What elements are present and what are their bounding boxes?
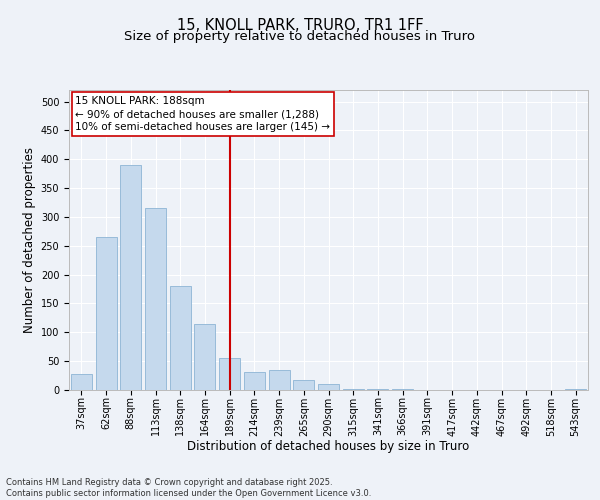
Bar	[293, 380, 314, 390]
Bar	[95, 237, 116, 390]
Bar	[170, 286, 191, 390]
Bar	[318, 384, 339, 390]
Bar	[343, 389, 364, 390]
Bar	[244, 372, 265, 390]
Bar	[145, 208, 166, 390]
Bar	[71, 374, 92, 390]
X-axis label: Distribution of detached houses by size in Truro: Distribution of detached houses by size …	[187, 440, 470, 453]
Bar	[120, 165, 141, 390]
Text: 15 KNOLL PARK: 188sqm
← 90% of detached houses are smaller (1,288)
10% of semi-d: 15 KNOLL PARK: 188sqm ← 90% of detached …	[75, 96, 330, 132]
Text: Size of property relative to detached houses in Truro: Size of property relative to detached ho…	[125, 30, 476, 43]
Bar	[269, 370, 290, 390]
Bar	[219, 358, 240, 390]
Bar	[194, 324, 215, 390]
Text: 15, KNOLL PARK, TRURO, TR1 1FF: 15, KNOLL PARK, TRURO, TR1 1FF	[176, 18, 424, 32]
Y-axis label: Number of detached properties: Number of detached properties	[23, 147, 37, 333]
Text: Contains HM Land Registry data © Crown copyright and database right 2025.
Contai: Contains HM Land Registry data © Crown c…	[6, 478, 371, 498]
